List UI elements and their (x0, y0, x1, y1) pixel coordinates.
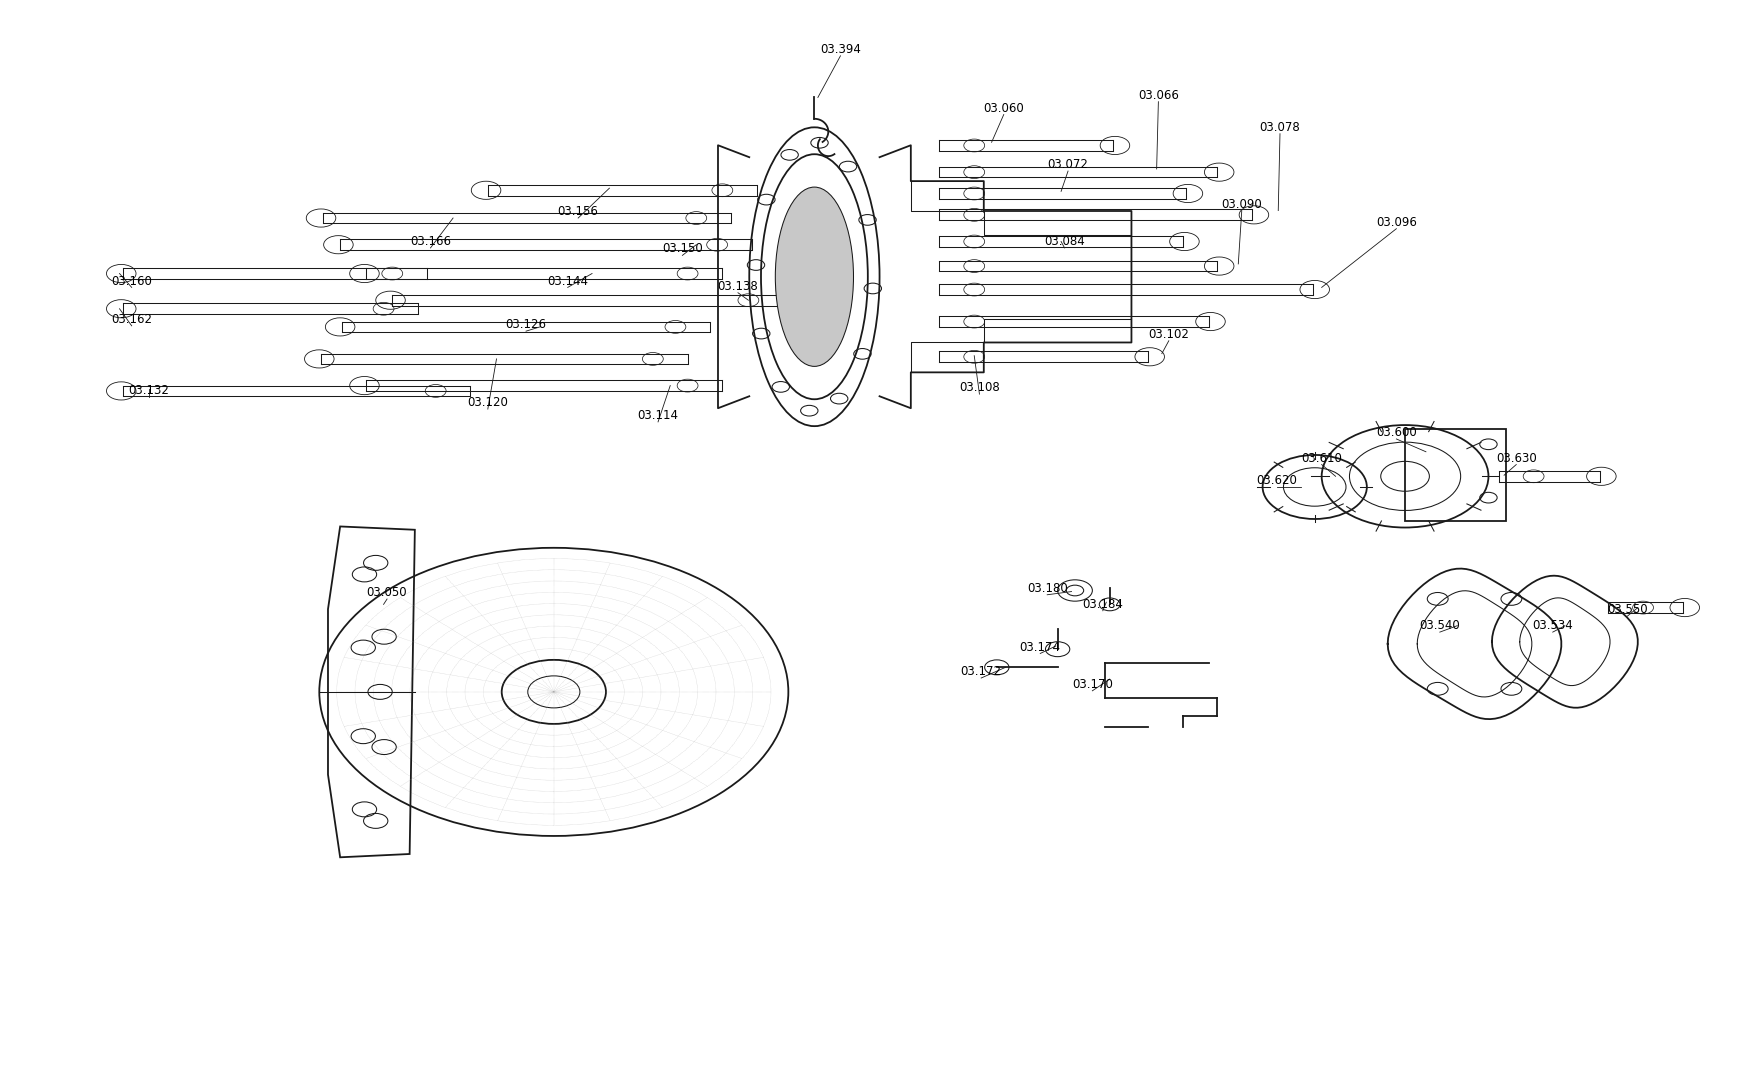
Text: 03.138: 03.138 (716, 280, 758, 293)
Text: 03.160: 03.160 (111, 275, 151, 288)
Ellipse shape (776, 187, 854, 366)
Text: 03.630: 03.630 (1496, 452, 1536, 464)
Text: 03.120: 03.120 (468, 396, 508, 409)
Text: 03.114: 03.114 (636, 409, 678, 422)
Text: 03.132: 03.132 (129, 384, 169, 397)
Text: 03.610: 03.610 (1301, 452, 1341, 464)
Text: 03.550: 03.550 (1607, 603, 1647, 616)
Text: 03.540: 03.540 (1419, 620, 1459, 632)
Text: 03.184: 03.184 (1082, 598, 1123, 611)
Text: 03.166: 03.166 (410, 235, 450, 248)
Text: 03.174: 03.174 (1019, 641, 1061, 654)
Text: 03.078: 03.078 (1259, 121, 1299, 134)
Text: 03.394: 03.394 (819, 43, 861, 56)
Text: 03.156: 03.156 (558, 205, 598, 218)
Text: 03.102: 03.102 (1148, 327, 1188, 341)
Text: 03.144: 03.144 (546, 275, 588, 288)
Text: 03.162: 03.162 (111, 312, 151, 326)
Text: 03.126: 03.126 (506, 318, 546, 332)
Text: 03.170: 03.170 (1071, 678, 1113, 691)
Text: 03.108: 03.108 (958, 381, 1000, 394)
Text: 03.620: 03.620 (1256, 474, 1296, 487)
Text: 03.180: 03.180 (1026, 582, 1068, 595)
Text: 03.050: 03.050 (367, 586, 407, 599)
Text: 03.096: 03.096 (1376, 216, 1416, 229)
Text: 03.060: 03.060 (983, 102, 1024, 114)
Text: 03.600: 03.600 (1376, 426, 1416, 439)
Text: 03.066: 03.066 (1137, 89, 1177, 102)
Text: 03.084: 03.084 (1043, 235, 1085, 248)
Text: 03.072: 03.072 (1047, 158, 1089, 171)
Text: 03.534: 03.534 (1532, 620, 1572, 632)
Text: 03.090: 03.090 (1221, 198, 1261, 211)
Text: 03.172: 03.172 (960, 666, 1002, 678)
Text: 03.150: 03.150 (661, 243, 703, 256)
